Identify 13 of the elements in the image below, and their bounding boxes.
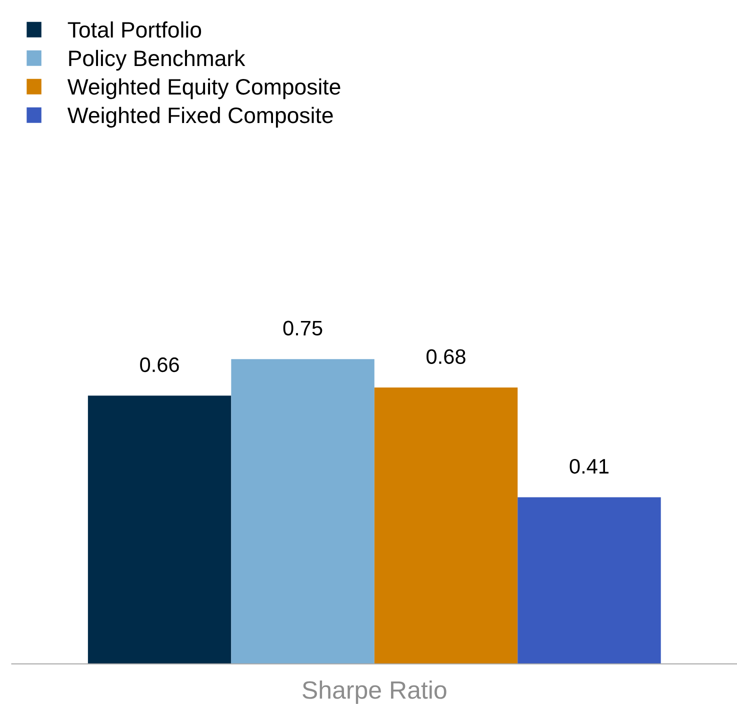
bar (88, 396, 232, 664)
data-label: 0.68 (426, 349, 466, 364)
legend-label: Policy Benchmark (69, 50, 246, 71)
data-label: 0.75 (283, 320, 322, 336)
bar (231, 359, 374, 664)
data-label: 0.41 (570, 458, 608, 474)
bar (374, 388, 518, 664)
x-axis-title: Sharpe Ratio (302, 680, 446, 704)
bar (518, 497, 661, 664)
legend-label: Weighted Fixed Composite (67, 106, 333, 128)
legend-label: Weighted Equity Composite (67, 78, 340, 100)
data-label: 0.66 (140, 357, 179, 372)
legend-label: Total Portfolio (68, 21, 202, 38)
